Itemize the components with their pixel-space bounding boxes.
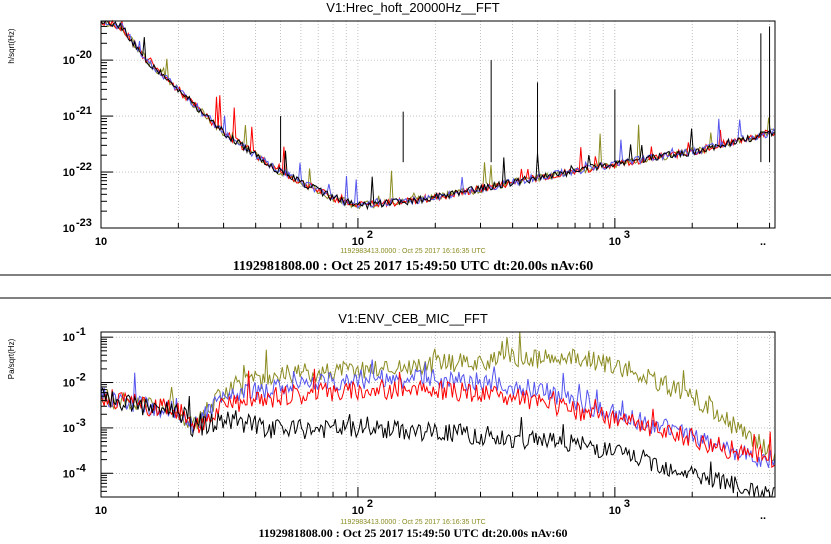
x-tick-label: 10 (95, 505, 107, 517)
y-tick-exponent: -22 (76, 161, 92, 173)
mic-spectrum-panel: V1:ENV_CEB_MIC__FFT Pa/sqrt(Hz) 10 102103… (7, 311, 776, 540)
y-tick-label: 10 (63, 332, 75, 344)
y-tick-exponent: -4 (76, 462, 87, 474)
x-tick-label: 10 (95, 236, 107, 248)
y-axis-label: Pa/sqrt(Hz) (7, 338, 16, 379)
series-line (100, 359, 776, 468)
footer-label: 1192981808.00 : Oct 25 2017 15:49:50 UTC… (258, 526, 567, 540)
y-tick-exponent: -21 (76, 105, 92, 117)
y-tick-exponent: -3 (76, 417, 86, 429)
y-tick-exponent: -2 (76, 372, 86, 384)
y-tick-exponent: -20 (76, 49, 92, 61)
x-tick-label: 10 (609, 236, 621, 248)
series-line (100, 368, 776, 468)
series-group (100, 331, 776, 498)
y-tick-exponent: -23 (76, 217, 92, 229)
y-tick-label: 10 (63, 223, 75, 235)
stamp-label: 1192983413.0000 : Oct 25 2017 16:16:35 U… (340, 519, 485, 526)
x-axis-ellipsis: .. (760, 236, 766, 248)
chart-title: V1:Hrec_hoft_20000Hz__FFT (326, 0, 499, 15)
series-line (100, 20, 776, 211)
y-tick-exponent: -1 (76, 326, 86, 338)
y-tick-label: 10 (63, 55, 75, 67)
series-line (100, 387, 776, 498)
y-tick-label: 10 (63, 378, 75, 390)
hoft-spectrum-panel: V1:Hrec_hoft_20000Hz__FFT h/sqrt(Hz) 10 1… (7, 0, 776, 274)
x-tick-label: 10 (352, 505, 364, 517)
stamp-label: 1192983413.0000 : Oct 25 2017 16:16:35 U… (340, 248, 485, 255)
x-tick-exponent: 3 (624, 229, 630, 241)
chart-title: V1:ENV_CEB_MIC__FFT (338, 311, 488, 326)
x-tick-exponent: 2 (367, 498, 373, 510)
footer-label: 1192981808.00 : Oct 25 2017 15:49:50 UTC… (233, 259, 594, 274)
y-tick-label: 10 (63, 111, 75, 123)
series-group (100, 19, 776, 211)
series-line (100, 20, 776, 210)
x-tick-label: 10 (352, 236, 364, 248)
y-tick-label: 10 (63, 468, 75, 480)
x-tick-exponent: 2 (367, 229, 373, 241)
series-line (100, 331, 776, 461)
x-tick-exponent: 3 (624, 498, 630, 510)
y-tick-label: 10 (63, 423, 75, 435)
y-tick-label: 10 (63, 167, 75, 179)
x-tick-label: 10 (609, 505, 621, 517)
y-axis-label: h/sqrt(Hz) (7, 28, 16, 63)
x-axis-ellipsis: .. (760, 510, 766, 522)
